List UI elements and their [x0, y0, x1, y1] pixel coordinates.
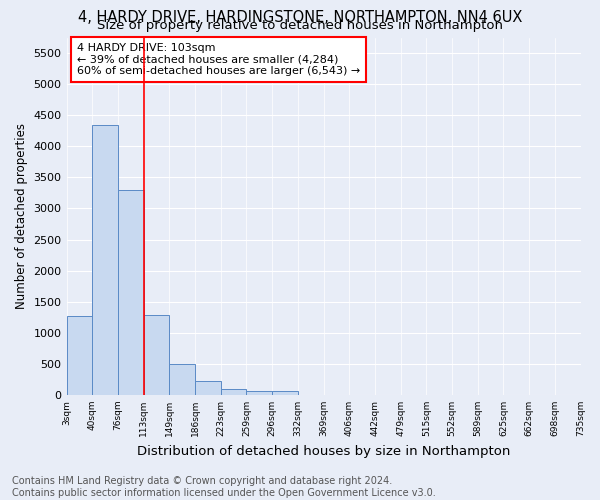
Y-axis label: Number of detached properties: Number of detached properties — [15, 123, 28, 309]
Bar — [247, 391, 272, 395]
Bar — [169, 364, 195, 395]
Bar — [67, 316, 92, 395]
Bar — [221, 390, 247, 395]
Bar — [272, 391, 298, 395]
Text: 4 HARDY DRIVE: 103sqm
← 39% of detached houses are smaller (4,284)
60% of semi-d: 4 HARDY DRIVE: 103sqm ← 39% of detached … — [77, 43, 360, 76]
Bar — [195, 380, 221, 395]
Bar — [143, 316, 169, 395]
Text: Contains HM Land Registry data © Crown copyright and database right 2024.
Contai: Contains HM Land Registry data © Crown c… — [12, 476, 436, 498]
Bar — [118, 190, 143, 395]
Text: 4, HARDY DRIVE, HARDINGSTONE, NORTHAMPTON, NN4 6UX: 4, HARDY DRIVE, HARDINGSTONE, NORTHAMPTO… — [78, 10, 522, 25]
X-axis label: Distribution of detached houses by size in Northampton: Distribution of detached houses by size … — [137, 444, 510, 458]
Text: Size of property relative to detached houses in Northampton: Size of property relative to detached ho… — [97, 19, 503, 32]
Bar — [92, 124, 118, 395]
